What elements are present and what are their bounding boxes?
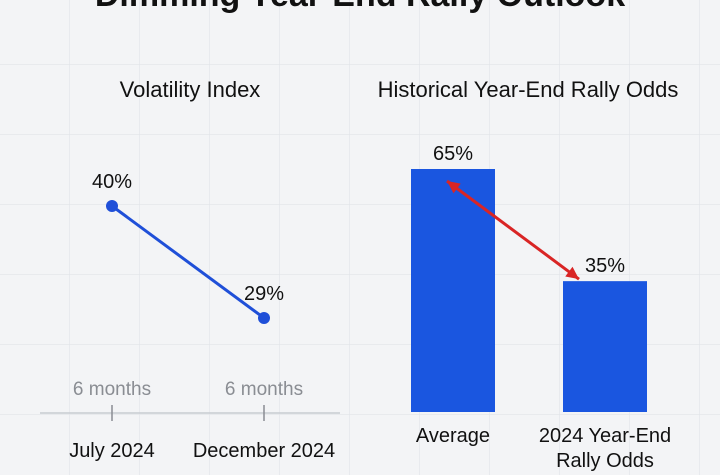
value-label: 35% [585, 255, 625, 277]
value-label: 29% [244, 283, 284, 305]
annotation: 6 months [225, 379, 303, 400]
x-tick-label: July 2024 [69, 440, 155, 462]
comparison-arrow [446, 179, 580, 281]
chart-title: Historical Year-End Rally Odds [378, 77, 679, 102]
chart-title: Volatility Index [120, 77, 261, 102]
line [111, 204, 265, 320]
bar [563, 281, 647, 412]
value-label: 65% [433, 143, 473, 165]
value-label: 40% [92, 171, 132, 193]
bar [411, 169, 495, 412]
page-title: Dimming Year-End Rally Outlook [95, 0, 625, 14]
x-tick-label: Average [415, 425, 491, 447]
x-tick-label: 2024 Year-End Rally Odds [538, 425, 672, 472]
arrow-head [447, 181, 461, 194]
point [258, 312, 270, 324]
annotation: 6 months [73, 379, 151, 400]
arrow-head [565, 266, 579, 280]
point [106, 200, 118, 212]
x-tick-label: December 2024 [193, 440, 335, 462]
